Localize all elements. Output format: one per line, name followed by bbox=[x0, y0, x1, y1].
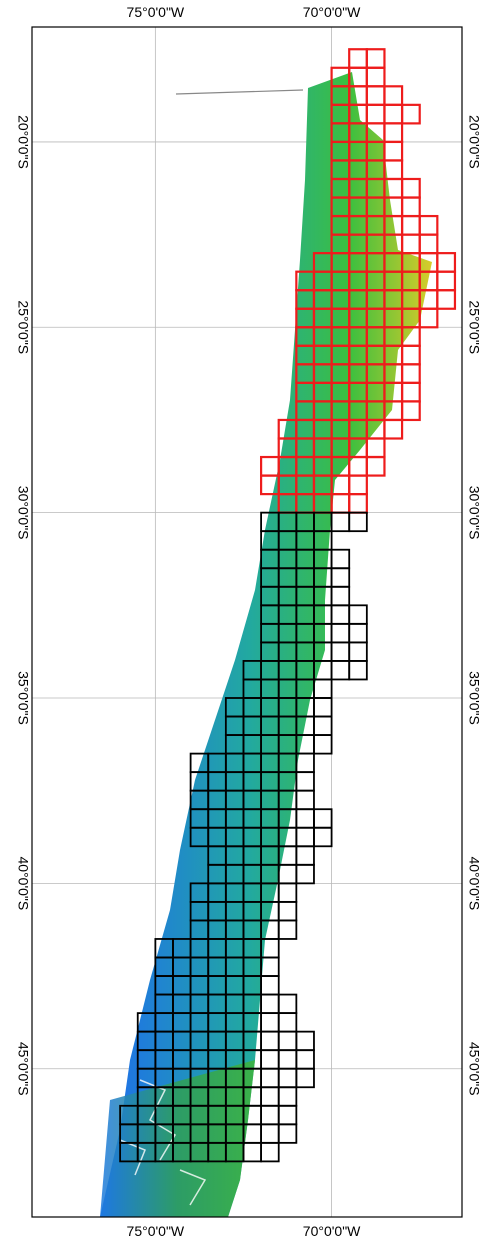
black-tile bbox=[313, 734, 333, 755]
y-tick-label-right: 30°0'0"S bbox=[466, 486, 482, 540]
black-tile bbox=[348, 511, 368, 533]
y-tick-label-left: 25°0'0"S bbox=[15, 300, 31, 354]
black-tile bbox=[313, 826, 333, 848]
y-tick-label-right: 25°0'0"S bbox=[466, 300, 482, 354]
elevation-raster-south bbox=[100, 1060, 255, 1217]
black-tile bbox=[277, 919, 298, 940]
y-tick-label-left: 35°0'0"S bbox=[15, 671, 31, 725]
x-tick-label-top: 75°0'0"W bbox=[127, 4, 185, 20]
x-tick-label-bottom: 70°0'0"W bbox=[303, 1223, 361, 1239]
black-tile bbox=[295, 863, 315, 885]
red-tile bbox=[400, 103, 421, 125]
y-tick-label-right: 40°0'0"S bbox=[466, 856, 482, 910]
y-tick-label-left: 30°0'0"S bbox=[15, 486, 31, 540]
y-tick-label-right: 35°0'0"S bbox=[466, 671, 482, 725]
black-tile bbox=[260, 1141, 280, 1163]
red-tile-grid bbox=[259, 48, 457, 514]
black-tile bbox=[277, 1123, 298, 1144]
x-tick-label-bottom: 75°0'0"W bbox=[127, 1223, 185, 1239]
map-frame bbox=[31, 26, 463, 1218]
x-tick-label-top: 70°0'0"W bbox=[303, 4, 361, 20]
y-tick-label-right: 20°0'0"S bbox=[466, 115, 482, 169]
axis-tick-labels: 75°0'0"W 75°0'0"W 70°0'0"W 70°0'0"W 20°0'0"S… bbox=[15, 4, 482, 1239]
black-tile bbox=[348, 660, 368, 681]
reference-line bbox=[175, 89, 304, 95]
red-tile bbox=[400, 400, 421, 422]
black-tile bbox=[295, 1067, 315, 1089]
red-tile bbox=[365, 455, 386, 477]
y-tick-label-left: 45°0'0"S bbox=[15, 1042, 31, 1096]
red-tile bbox=[383, 418, 404, 440]
y-tick-label-left: 40°0'0"S bbox=[15, 856, 31, 910]
black-tile-grid bbox=[119, 511, 368, 1163]
y-tick-label-left: 20°0'0"S bbox=[15, 115, 31, 169]
red-tile bbox=[418, 307, 439, 329]
y-tick-label-right: 45°0'0"S bbox=[466, 1042, 482, 1096]
red-tile bbox=[436, 289, 457, 310]
